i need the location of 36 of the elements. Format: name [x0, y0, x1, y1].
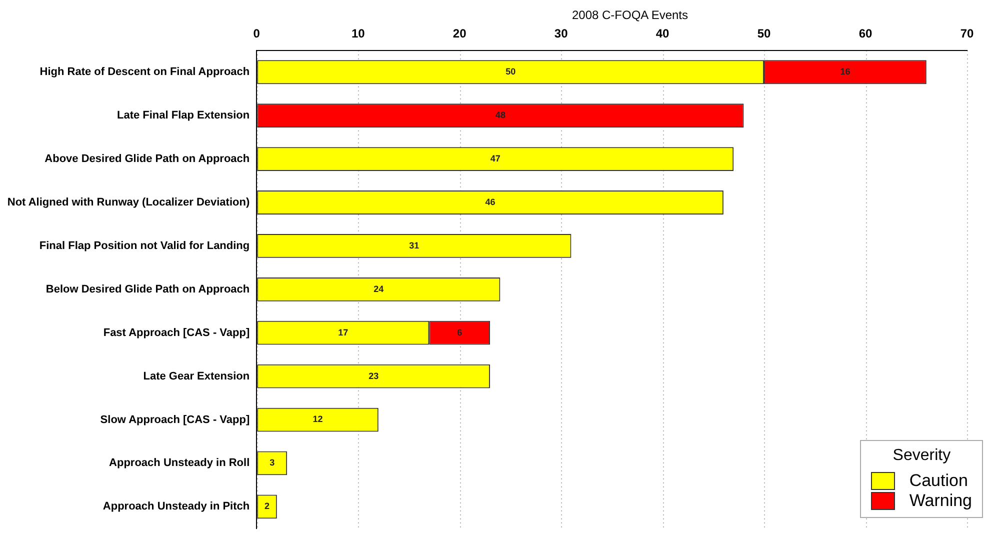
y-tick-label: Late Final Flap Extension [116, 110, 250, 122]
data-label: 24 [374, 284, 384, 294]
x-tick-label: 10 [351, 26, 366, 41]
data-label: 47 [490, 154, 500, 164]
data-label: 16 [840, 66, 850, 77]
legend-title: Severity [892, 447, 952, 465]
y-tick-label: Final Flap Position not Valid for Landing [39, 240, 250, 252]
legend-label: Warning [909, 491, 972, 511]
x-tick-label: 0 [253, 26, 260, 41]
x-tick-label: 60 [858, 26, 873, 41]
x-tick-label: 20 [452, 26, 467, 41]
y-tick-label: Late Gear Extension [143, 370, 250, 382]
x-tick-label: 50 [757, 26, 772, 41]
data-label: 6 [457, 327, 462, 338]
x-tick-label: 40 [656, 26, 670, 41]
y-tick-label: Approach Unsteady in Roll [109, 457, 250, 470]
y-tick-label: Not Aligned with Runway (Localizer Deviation) [7, 196, 250, 209]
data-label: 48 [495, 110, 506, 120]
y-tick-label: Below Desired Glide Path on Approach [46, 283, 250, 296]
data-label: 31 [409, 240, 420, 250]
data-label: 46 [485, 196, 496, 207]
data-label: 12 [312, 414, 323, 424]
data-label: 17 [338, 327, 348, 338]
y-tick-label: High Rate of Descent on Final Approach [40, 66, 250, 78]
data-label: 50 [506, 66, 516, 77]
x-tick-label: 30 [554, 26, 568, 41]
y-tick-label: Fast Approach [CAS - Vapp] [103, 326, 250, 339]
y-tick-label: Slow Approach [CAS - Vapp] [100, 414, 250, 426]
y-tick-label: Above Desired Glide Path on Approach [44, 153, 250, 166]
data-label: 3 [270, 458, 275, 468]
chart-title: 2008 C-FOQA Events [570, 8, 690, 22]
legend-label: Caution [909, 471, 968, 491]
data-label: 23 [368, 370, 379, 381]
y-tick-label: Approach Unsteady in Pitch [102, 500, 250, 513]
data-label: 2 [264, 501, 270, 512]
x-tick-label: 70 [960, 26, 974, 41]
